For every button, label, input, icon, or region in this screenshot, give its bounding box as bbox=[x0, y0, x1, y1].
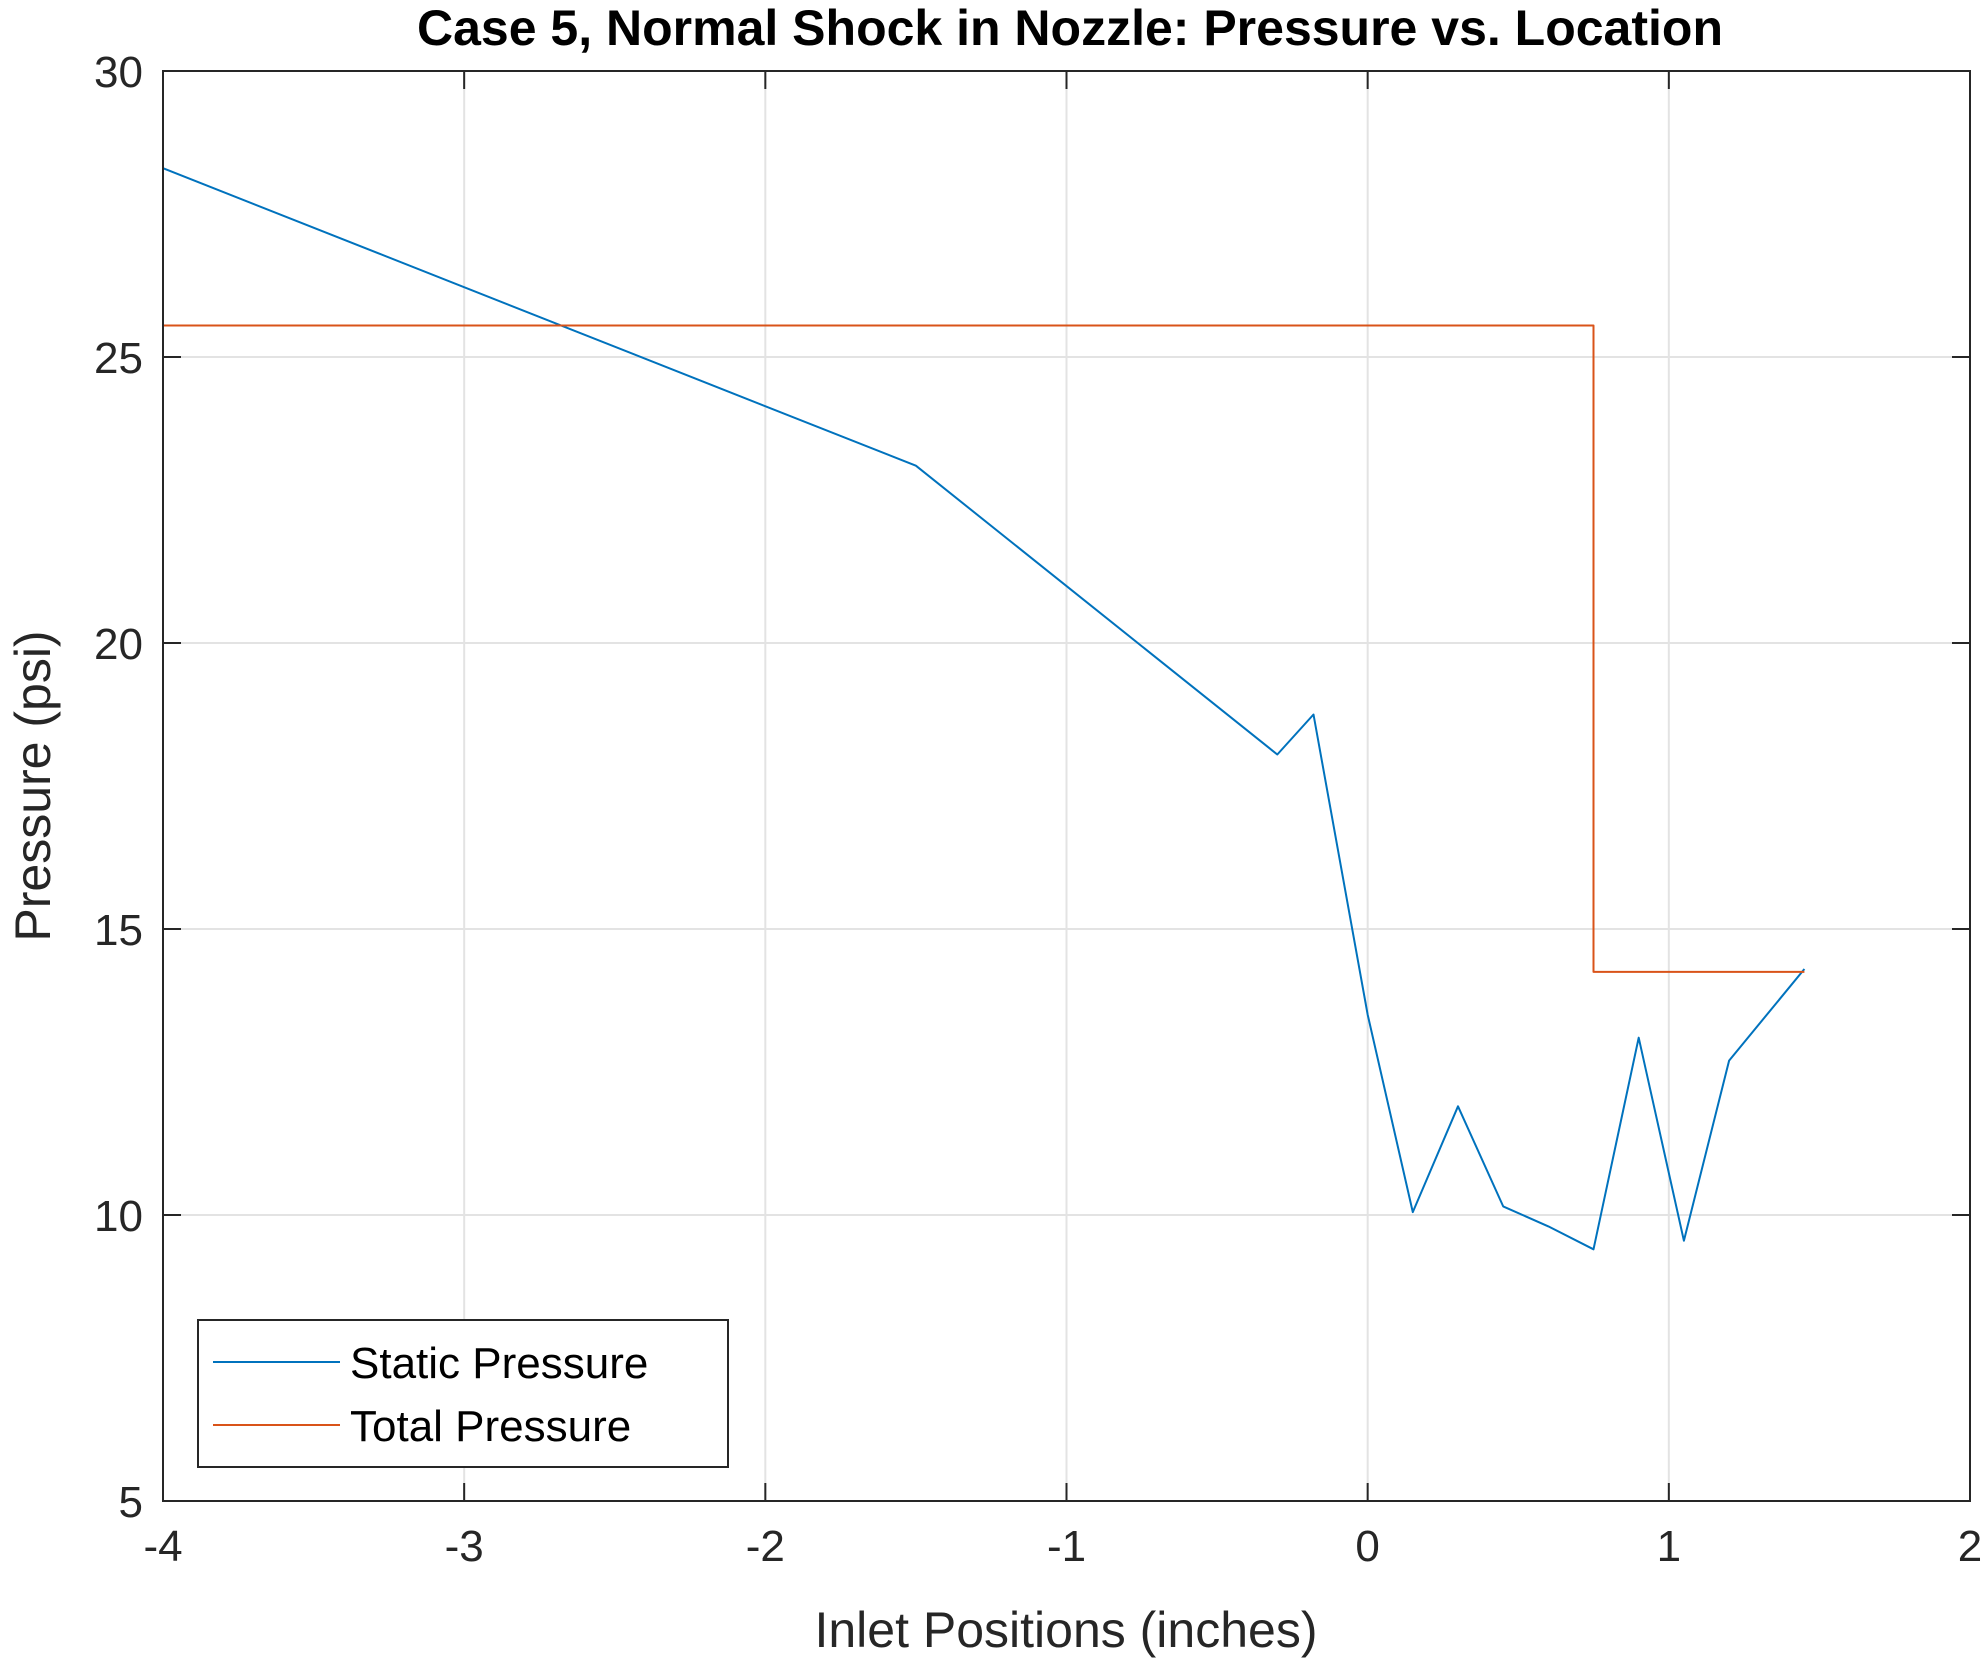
x-tick-label: 1 bbox=[1657, 1522, 1681, 1571]
series-line-total-pressure bbox=[163, 324, 1805, 973]
x-tick-label: -2 bbox=[746, 1522, 785, 1571]
legend-label-total-pressure: Total Pressure bbox=[350, 1402, 631, 1451]
series-layer bbox=[162, 167, 1806, 1251]
y-tick-label: 25 bbox=[94, 334, 143, 383]
y-tick-label: 20 bbox=[94, 620, 143, 669]
legend-box bbox=[197, 1319, 729, 1468]
axis-ticks bbox=[162, 70, 1971, 1502]
legend: Static Pressure Total Pressure bbox=[197, 1319, 729, 1468]
y-tick-label: 5 bbox=[119, 1478, 143, 1527]
y-tick-label: 30 bbox=[94, 48, 143, 97]
y-axis-label: Pressure (psi) bbox=[5, 630, 61, 941]
x-tick-label: 0 bbox=[1355, 1522, 1379, 1571]
x-tick-label: -1 bbox=[1047, 1522, 1086, 1571]
grid bbox=[162, 70, 1971, 1502]
series-line-static-pressure bbox=[162, 167, 1806, 1251]
x-tick-label: 2 bbox=[1958, 1522, 1982, 1571]
x-axis-label: Inlet Positions (inches) bbox=[814, 1602, 1317, 1658]
x-tick-label: -3 bbox=[445, 1522, 484, 1571]
x-tick-label: -4 bbox=[143, 1522, 182, 1571]
y-tick-label: 15 bbox=[94, 906, 143, 955]
legend-label-static-pressure: Static Pressure bbox=[350, 1339, 648, 1388]
y-tick-label: 10 bbox=[94, 1192, 143, 1241]
chart-title: Case 5, Normal Shock in Nozzle: Pressure… bbox=[417, 0, 1723, 56]
